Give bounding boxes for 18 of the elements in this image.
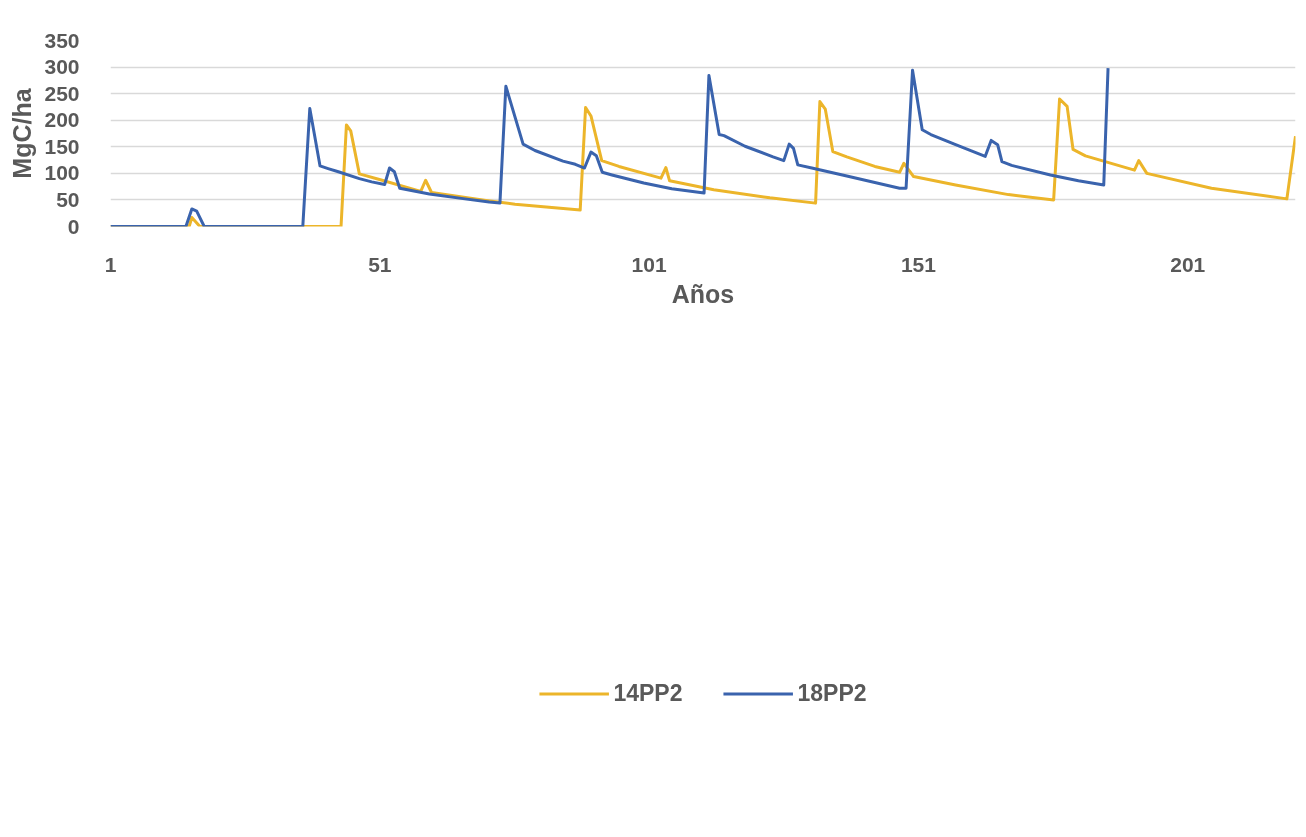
y-tick-label: 300	[44, 55, 80, 79]
y-tick-label: 200	[44, 108, 80, 132]
y-axis-title: MgC/ha	[8, 87, 37, 179]
y-tick-label: 350	[44, 28, 80, 52]
y-tick-label: 250	[44, 81, 80, 105]
y-tick-label: 100	[44, 161, 80, 185]
x-tick-label: 151	[900, 252, 937, 276]
x-axis-title: Años	[671, 279, 735, 308]
x-tick-label: 51	[368, 252, 392, 276]
x-tick-label: 1	[104, 252, 117, 276]
line-series	[110, 66, 1110, 227]
x-tick-label: 201	[1170, 252, 1206, 276]
legend-label: 14PP2	[613, 679, 683, 707]
y-tick-label: 50	[56, 187, 80, 211]
x-tick-label: 101	[631, 252, 667, 276]
legend-label: 18PP2	[797, 679, 867, 707]
y-tick-label: 0	[67, 214, 80, 238]
y-tick-label: 150	[44, 134, 80, 158]
